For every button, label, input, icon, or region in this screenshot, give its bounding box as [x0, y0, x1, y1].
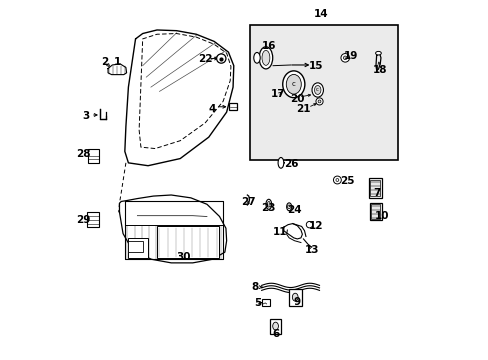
Bar — [261, 299, 269, 306]
Text: 14: 14 — [313, 9, 328, 19]
Text: 7: 7 — [372, 188, 380, 198]
Ellipse shape — [278, 157, 283, 168]
Text: 5: 5 — [254, 298, 261, 308]
Circle shape — [216, 54, 225, 63]
Circle shape — [305, 221, 312, 228]
Bar — [368, 178, 381, 198]
Text: 28: 28 — [76, 149, 90, 159]
Ellipse shape — [253, 53, 260, 63]
Text: 20: 20 — [289, 94, 304, 104]
Text: 2: 2 — [101, 57, 108, 67]
Bar — [369, 203, 381, 220]
Ellipse shape — [265, 199, 271, 209]
Ellipse shape — [259, 47, 272, 69]
Text: 11: 11 — [272, 227, 287, 237]
Text: 21: 21 — [296, 104, 310, 113]
Text: 22: 22 — [198, 54, 212, 64]
Ellipse shape — [262, 50, 269, 65]
Ellipse shape — [375, 51, 381, 55]
Text: 25: 25 — [340, 176, 354, 186]
Bar — [270, 319, 281, 334]
Bar — [249, 24, 397, 160]
Text: 3: 3 — [82, 111, 89, 121]
Text: 15: 15 — [308, 62, 323, 71]
Ellipse shape — [267, 202, 270, 207]
Text: c: c — [316, 87, 319, 93]
Bar — [370, 204, 380, 219]
Ellipse shape — [285, 75, 301, 94]
Circle shape — [333, 176, 341, 184]
Bar — [288, 289, 301, 306]
Text: 8: 8 — [250, 282, 258, 292]
Text: 9: 9 — [293, 297, 300, 307]
Text: c: c — [291, 81, 295, 87]
Text: 26: 26 — [283, 159, 298, 169]
Text: 16: 16 — [262, 41, 276, 51]
Text: 27: 27 — [240, 197, 255, 207]
Bar — [128, 242, 142, 252]
Ellipse shape — [272, 322, 278, 330]
Circle shape — [335, 179, 338, 181]
Bar — [229, 103, 237, 111]
Text: 29: 29 — [76, 215, 90, 225]
Circle shape — [343, 56, 346, 60]
Ellipse shape — [286, 203, 291, 211]
Bar — [87, 212, 99, 227]
Text: 18: 18 — [372, 65, 386, 75]
Circle shape — [287, 205, 290, 208]
Text: 1: 1 — [114, 57, 121, 67]
Ellipse shape — [311, 83, 323, 97]
Bar — [88, 149, 99, 163]
Ellipse shape — [314, 86, 320, 94]
Circle shape — [340, 54, 349, 62]
Text: 6: 6 — [272, 329, 279, 339]
Text: 24: 24 — [286, 205, 301, 215]
Text: 12: 12 — [308, 221, 323, 231]
Text: 13: 13 — [304, 245, 318, 255]
Circle shape — [317, 100, 320, 103]
Bar — [157, 226, 219, 258]
Text: 23: 23 — [261, 203, 276, 213]
Text: 10: 10 — [374, 211, 388, 221]
Circle shape — [315, 98, 323, 105]
Ellipse shape — [292, 293, 298, 301]
Text: 19: 19 — [343, 51, 357, 61]
Text: 17: 17 — [270, 89, 285, 99]
Text: 4: 4 — [208, 104, 216, 113]
Ellipse shape — [282, 71, 304, 98]
Text: 30: 30 — [176, 252, 191, 262]
Bar — [128, 238, 148, 258]
Polygon shape — [108, 64, 126, 75]
Bar — [369, 180, 380, 196]
